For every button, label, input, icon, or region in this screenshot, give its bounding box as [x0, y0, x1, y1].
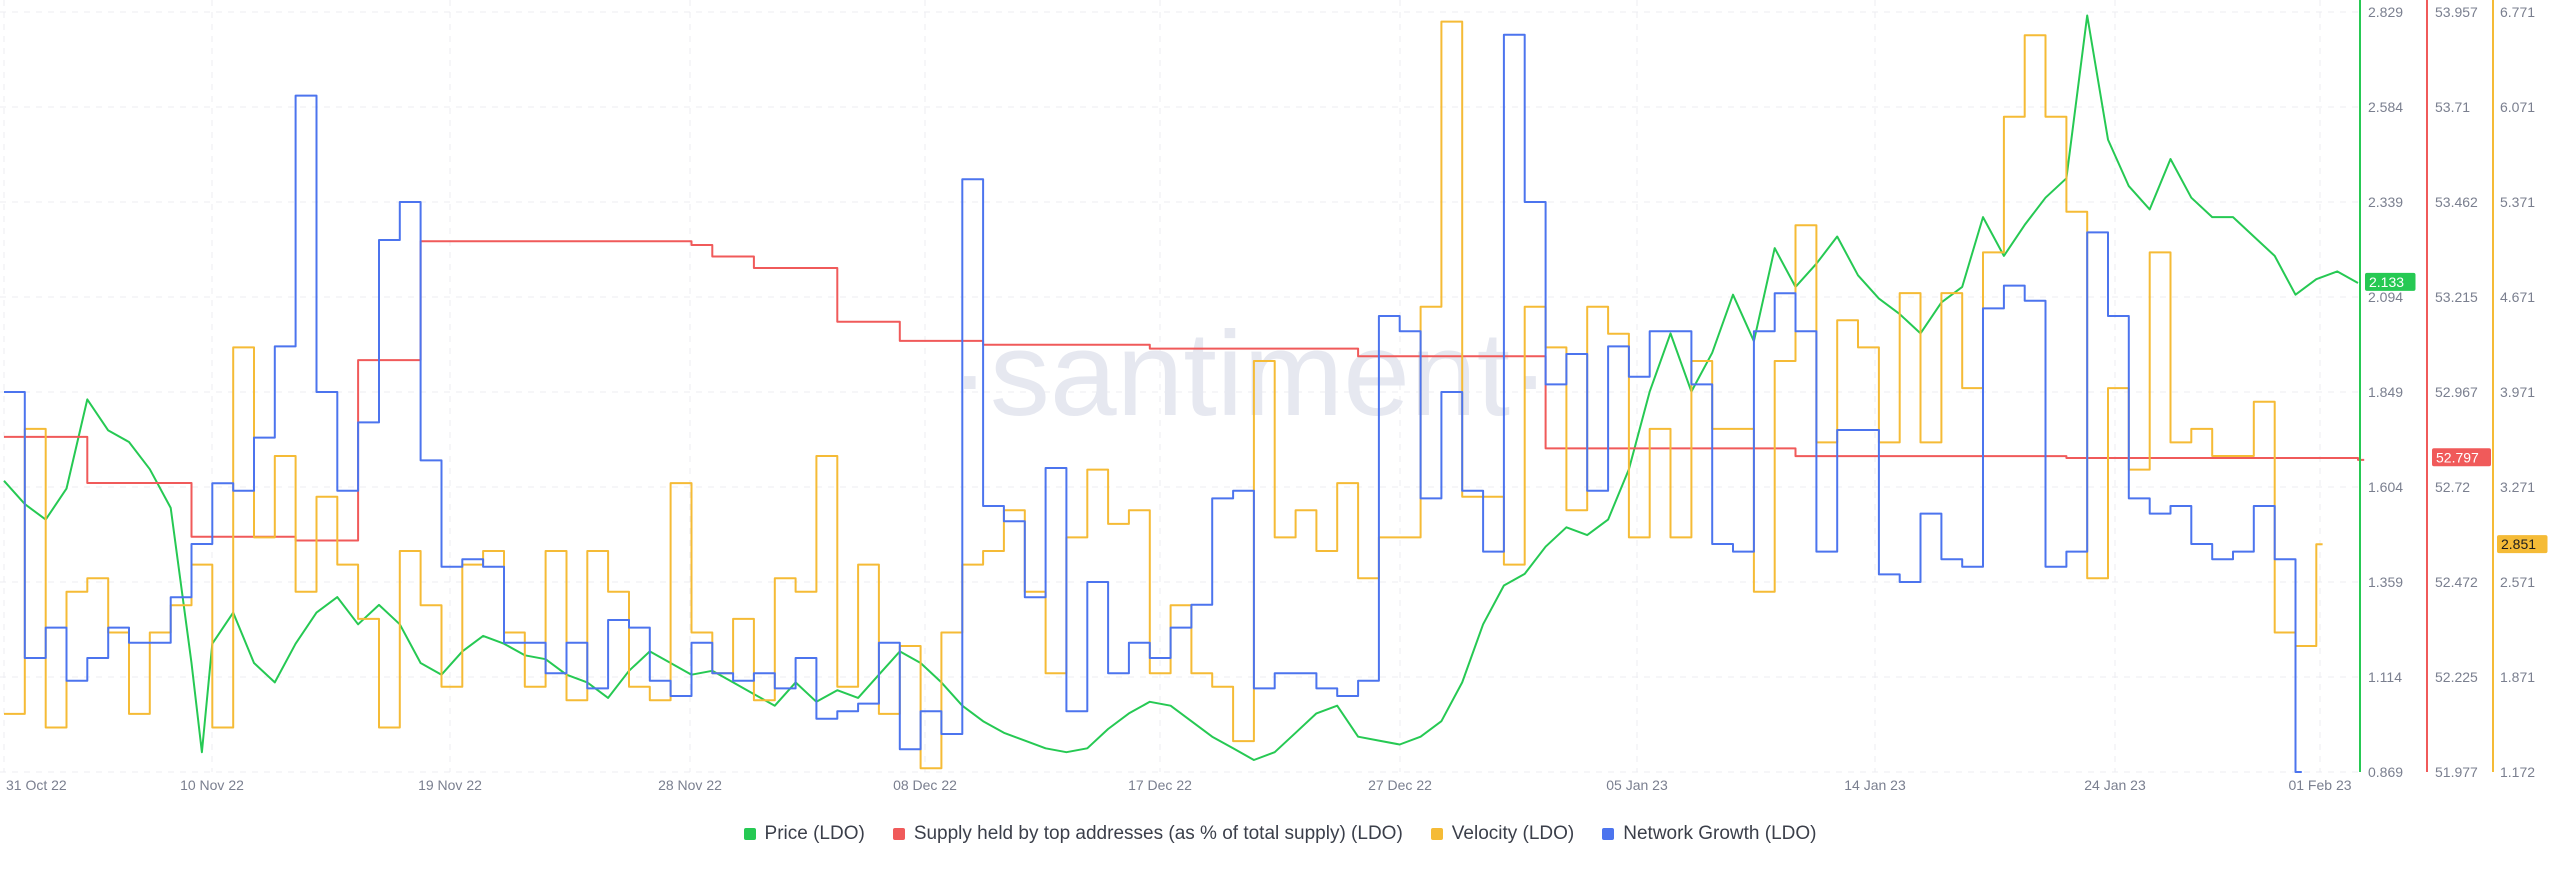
y-tick-label: 52.225 — [2435, 669, 2478, 685]
x-tick-label: 17 Dec 22 — [1128, 777, 1192, 793]
current-value-badge — [2497, 535, 2548, 554]
y-tick-label: 3.971 — [2500, 384, 2535, 400]
x-tick-label: 31 Oct 22 — [6, 777, 67, 793]
legend-label: Supply held by top addresses (as % of to… — [913, 823, 1403, 844]
y-tick-label: 6.771 — [2500, 4, 2535, 20]
series-line-2 — [4, 20, 2323, 770]
x-tick-label: 10 Nov 22 — [180, 777, 244, 793]
x-tick-label: 14 Jan 23 — [1844, 777, 1906, 793]
y-tick-label: 4.671 — [2500, 289, 2535, 305]
x-axis-labels: 31 Oct 22 10 Nov 22 19 Nov 22 28 Nov 22 08 D… — [6, 777, 2352, 793]
y-tick-label: 51.977 — [2435, 764, 2478, 780]
legend: Price (LDO) Supply held by top addresses … — [0, 818, 2560, 850]
grid-layer — [0, 0, 2358, 773]
y-tick-label: 52.72 — [2435, 479, 2470, 495]
x-tick-label: 28 Nov 22 — [658, 777, 722, 793]
series-layer — [3, 14, 2365, 773]
y-tick-label: 53.215 — [2435, 289, 2478, 305]
legend-item[interactable]: Network Growth (LDO) — [1602, 823, 1816, 845]
current-value-badge — [2432, 448, 2491, 467]
watermark: ·santiment· — [950, 307, 1550, 441]
y-tick-label: 53.957 — [2435, 4, 2478, 20]
y-tick-label: 52.967 — [2435, 384, 2478, 400]
legend-label: Velocity (LDO) — [1451, 823, 1575, 844]
x-tick-label: 27 Dec 22 — [1368, 777, 1432, 793]
x-tick-label: 19 Nov 22 — [418, 777, 482, 793]
y-tick-label: 3.271 — [2500, 479, 2535, 495]
legend-item[interactable]: Supply held by top addresses (as % of to… — [892, 823, 1403, 845]
series-line-0 — [3, 14, 2359, 761]
y-tick-label: 1.172 — [2500, 764, 2535, 780]
y-tick-label: 2.094 — [2368, 289, 2403, 305]
current-value-text: 52.797 — [2436, 449, 2479, 465]
x-tick-label: 24 Jan 23 — [2084, 777, 2146, 793]
y-tick-label: 1.849 — [2368, 384, 2403, 400]
y-tick-label: 0.869 — [2368, 764, 2403, 780]
y-tick-label: 1.871 — [2500, 669, 2535, 685]
y-tick-label: 1.114 — [2368, 669, 2402, 685]
y-tick-label: 52.472 — [2435, 574, 2478, 590]
x-tick-label: 05 Jan 23 — [1606, 777, 1668, 793]
current-value-badge — [2365, 272, 2416, 291]
y-tick-label: 53.71 — [2435, 99, 2470, 115]
legend-item[interactable]: Price (LDO) — [743, 823, 865, 845]
series-line-3 — [4, 33, 2302, 773]
y-tick-label: 2.571 — [2500, 574, 2535, 590]
legend-label: Network Growth (LDO) — [1623, 823, 1817, 844]
legend-swatch — [892, 828, 905, 840]
y-tick-label: 1.604 — [2368, 479, 2403, 495]
y-tick-label: 6.071 — [2500, 99, 2535, 115]
legend-label: Price (LDO) — [764, 823, 865, 844]
y-tick-label: 2.339 — [2368, 194, 2403, 210]
x-tick-label: 01 Feb 23 — [2288, 777, 2351, 793]
legend-item[interactable]: Velocity (LDO) — [1430, 823, 1575, 845]
legend-swatch — [1430, 828, 1443, 840]
axis-layer: 2.829 2.584 2.339 2.094 1.849 1.604 1.359 1.114… — [2359, 0, 2548, 780]
legend-swatch — [1602, 828, 1615, 840]
y-tick-label: 1.359 — [2368, 574, 2403, 590]
current-value-text: 2.133 — [2369, 274, 2404, 290]
x-tick-label: 08 Dec 22 — [893, 777, 957, 793]
y-tick-label: 2.584 — [2368, 99, 2403, 115]
y-tick-label: 2.829 — [2368, 4, 2403, 20]
y-tick-label: 5.371 — [2500, 194, 2535, 210]
y-tick-label: 53.462 — [2435, 194, 2478, 210]
legend-swatch — [743, 828, 756, 840]
current-value-text: 2.851 — [2501, 536, 2536, 552]
